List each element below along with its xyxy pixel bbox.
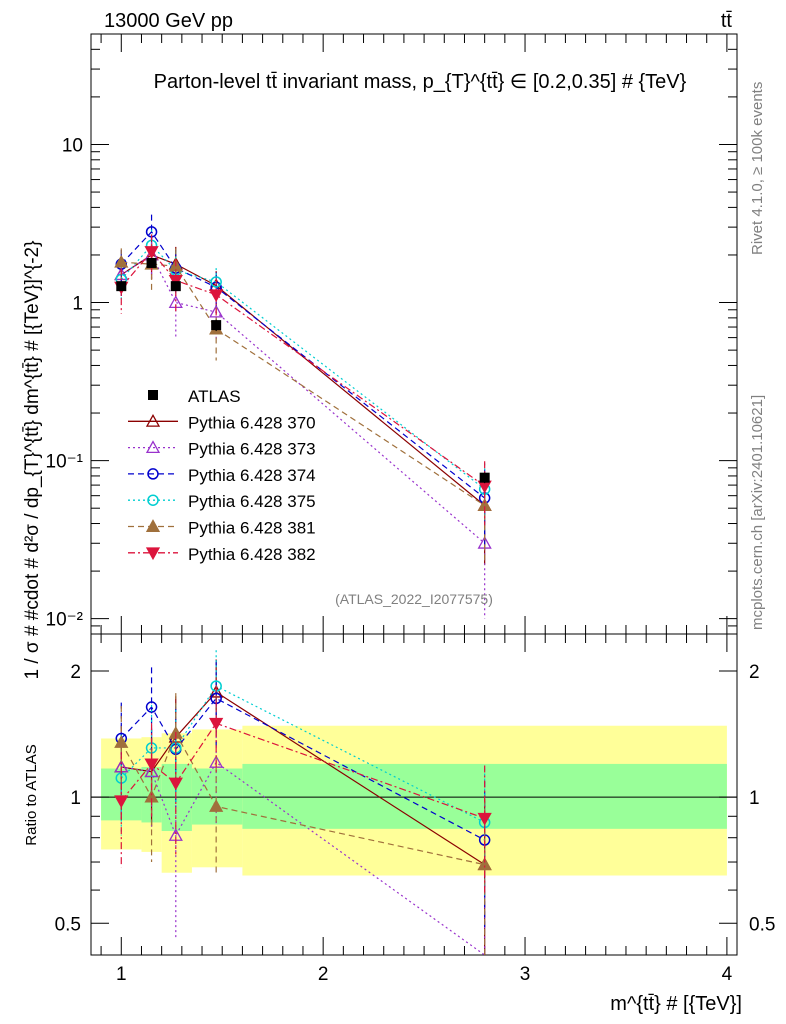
legend-marker <box>145 547 161 561</box>
ratio-x-tick-label: 1 <box>116 964 127 985</box>
legend-marker <box>147 494 159 506</box>
atlas-data-point <box>116 281 127 292</box>
header-process-label: tt̄ <box>721 10 733 32</box>
ratio-x-tick-label: 3 <box>520 964 531 985</box>
ratio-y-axis-label: Ratio to ATLAS <box>23 744 40 845</box>
ratio-y-tick-label-right: 0.5 <box>749 914 775 935</box>
legend-marker <box>147 468 159 480</box>
ratio-axes: 1 2 3 4 2 2 1 1 0.5 0.5 <box>55 634 775 985</box>
main-y-tick-label: 10⁻¹ <box>46 452 84 473</box>
ratio-data-point <box>477 857 492 871</box>
ratio-y-tick-label-right: 1 <box>749 788 760 809</box>
main-y-tick-label: 1 <box>72 294 83 315</box>
atlas-data-point <box>211 320 222 331</box>
ratio-data-point <box>209 799 224 812</box>
main-data-point <box>144 246 159 259</box>
legend-label: Pythia 6.428 381 <box>188 519 316 538</box>
chart-title: Parton-level tt̄ invariant mass, p_{T}^{… <box>154 71 687 93</box>
legend-label-atlas: ATLAS <box>188 387 241 406</box>
ratio-data-point <box>114 735 129 748</box>
main-data-point <box>209 304 224 318</box>
atlas-data-point <box>479 472 490 483</box>
ratio-data-point <box>209 717 224 731</box>
ratio-data-point <box>168 777 183 791</box>
ratio-y-tick-label-right: 2 <box>749 662 760 683</box>
main-series-line <box>120 250 486 487</box>
header-energy-label: 13000 GeV pp <box>104 10 233 32</box>
legend-label: Pythia 6.428 382 <box>188 545 316 564</box>
main-data-point <box>209 289 224 303</box>
ratio-x-tick-label: 2 <box>318 964 329 985</box>
legend-marker <box>145 413 161 427</box>
main-axes: 10 1 10⁻¹ 10⁻² <box>46 33 737 635</box>
legend-marker <box>145 440 161 454</box>
atlas-data-point <box>170 281 181 292</box>
legend-label: Pythia 6.428 370 <box>188 413 316 432</box>
main-data-point <box>168 274 183 288</box>
main-y-tick-label: 10⁻² <box>46 610 84 631</box>
ratio-data-point <box>145 701 158 713</box>
legend-marker <box>145 519 161 532</box>
legend: ATLAS Pythia 6.428 370 Pythia 6.428 373 Pyt… <box>128 387 316 564</box>
legend-marker-atlas <box>148 390 158 400</box>
plot-frames <box>90 33 738 956</box>
atlas-data-point <box>146 257 157 268</box>
main-y-tick-label: 10 <box>62 135 83 156</box>
main-data-point <box>114 254 129 268</box>
ratio-data-point <box>114 795 129 809</box>
ratio-data-point <box>477 812 492 826</box>
ratio-y-tick-label: 0.5 <box>55 914 81 935</box>
analysis-watermark: (ATLAS_2022_I2077575) <box>335 591 493 607</box>
y-axis-label: 1 / σ # #cdot # d²σ / dp_{T}^{tt̄} dm^{t… <box>22 241 43 680</box>
mcplots-url-label: mcplots.cern.ch [arXiv:2401.10621] <box>749 395 766 630</box>
ratio-x-tick-label: 4 <box>722 964 733 985</box>
ratio-frame <box>90 633 738 956</box>
ratio-uncertainty-bands <box>101 725 727 876</box>
rivet-version-label: Rivet 4.1.0, ≥ 100k events <box>749 82 766 255</box>
main-data-point <box>210 276 222 288</box>
ratio-series <box>114 650 492 956</box>
main-series <box>114 214 492 619</box>
ratio-y-tick-label: 1 <box>70 788 81 809</box>
ratio-data-point <box>144 758 159 772</box>
legend-label: Pythia 6.428 375 <box>188 492 316 511</box>
ratio-y-tick-label: 2 <box>70 662 81 683</box>
x-axis-label: m^{tt̄} # [{TeV}] <box>610 993 742 1015</box>
legend-label: Pythia 6.428 373 <box>188 440 316 459</box>
legend-label: Pythia 6.428 374 <box>188 466 316 485</box>
ratio-series-line <box>121 761 486 956</box>
